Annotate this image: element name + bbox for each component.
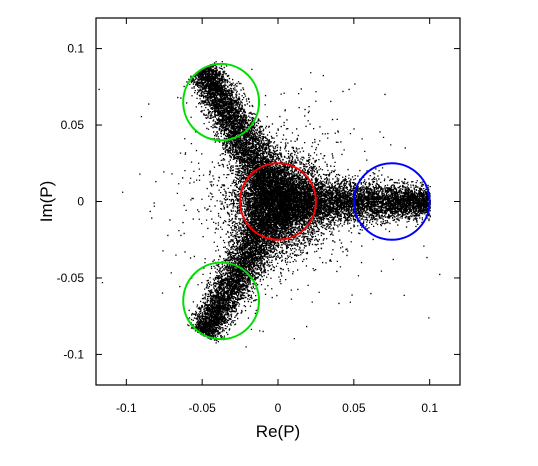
x-tick-label: 0 bbox=[275, 401, 282, 415]
y-tick-label: 0 bbox=[77, 195, 84, 209]
x-tick-label: 0.05 bbox=[342, 401, 366, 415]
y-tick-label: -0.05 bbox=[57, 271, 85, 285]
x-tick-label: -0.1 bbox=[116, 401, 137, 415]
scatter-point-cloud bbox=[98, 61, 441, 348]
axis-ticks: -0.1 -0.05 0 0.05 0.1 -0.1 -0.05 0 0.05 0.1 bbox=[57, 18, 460, 415]
highlight-circle-2 bbox=[182, 62, 261, 142]
y-axis-label: Im(P) bbox=[37, 181, 56, 223]
highlight-circle-1 bbox=[352, 162, 431, 241]
highlight-circle-0 bbox=[239, 162, 317, 241]
scatter-points bbox=[98, 61, 441, 348]
y-tick-label: 0.05 bbox=[61, 118, 85, 132]
x-tick-label: -0.05 bbox=[188, 401, 216, 415]
y-tick-label: 0.1 bbox=[67, 42, 84, 56]
highlight-circles bbox=[182, 62, 431, 341]
x-tick-label: 0.1 bbox=[421, 401, 438, 415]
x-axis-label: Re(P) bbox=[256, 422, 300, 441]
highlight-circle-3 bbox=[182, 261, 261, 341]
y-tick-label: -0.1 bbox=[63, 347, 84, 361]
